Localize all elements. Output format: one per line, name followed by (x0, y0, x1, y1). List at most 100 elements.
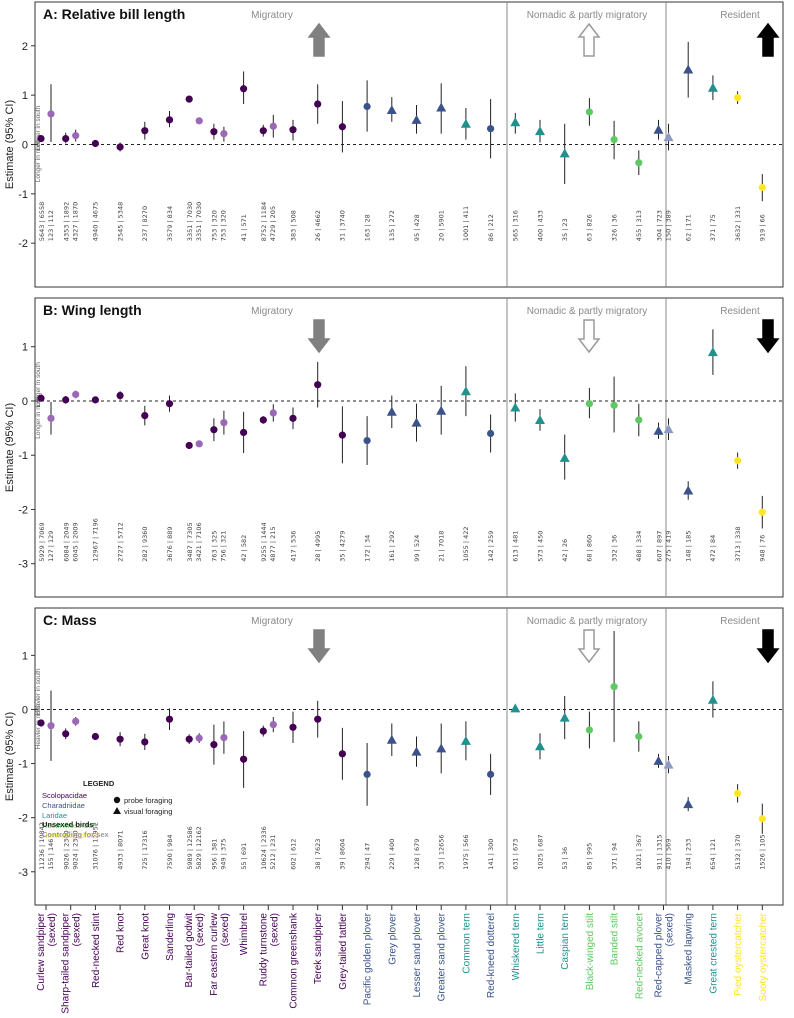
direction-arrow (577, 629, 601, 664)
sample-size-label: 565 | 316 (512, 210, 520, 241)
estimate-point (610, 683, 618, 691)
sample-size-label: 135 | 272 (388, 210, 396, 241)
species-label-line: Sooty oystercatcher (758, 912, 769, 1001)
species-label: Black-winged stilt (585, 913, 596, 990)
estimate-point (62, 134, 70, 143)
estimate-point (707, 694, 718, 704)
species-label-line: Whimbrel (239, 913, 250, 955)
species-label-line: Red-capped plover (654, 912, 665, 997)
estimate-point (195, 734, 203, 742)
species-label: Red-necked avocet (634, 913, 645, 999)
sample-size-label: 1975 | 566 (462, 834, 470, 869)
species-label-line: (sexed) (220, 913, 231, 946)
estimate-point (707, 82, 718, 92)
species-label-line: Black-winged stilt (585, 913, 596, 990)
y-tick-label: 0 (22, 704, 28, 716)
estimate-point (269, 721, 277, 729)
y-axis-label: Estimate (95% CI) (4, 712, 16, 801)
sample-size-label: 26 | 4662 (314, 210, 322, 241)
panel-title: B: Wing length (43, 302, 142, 318)
sample-size-label: 150 | 389 (664, 210, 672, 241)
sample-size-label: 573 | 450 (536, 531, 544, 562)
sample-size-label: 21 | 7018 (438, 531, 446, 562)
sample-size-label: 410 | 569 (664, 839, 672, 870)
sample-size-label: 38 | 7623 (314, 839, 322, 870)
estimate-point (635, 416, 643, 424)
estimate-point (510, 117, 521, 127)
estimate-point (116, 143, 124, 151)
estimate-point (653, 755, 664, 765)
estimate-point (386, 406, 397, 416)
sample-size-label: 4729 | 205 (269, 206, 277, 241)
species-label-line: Great knot (140, 913, 151, 960)
sample-size-label: 949 | 375 (220, 839, 228, 870)
sample-size-label: 9026 | 2300 (63, 830, 71, 869)
sample-size-label: 31076 | 12952 (92, 822, 100, 870)
sample-size-label: 5212 | 231 (269, 834, 277, 869)
sample-size-label: 161 | 292 (388, 531, 396, 562)
panel-title: C: Mass (43, 612, 97, 628)
legend-unsexed: Unsexed birds (42, 820, 94, 829)
estimate-point (220, 733, 228, 742)
species-label-line: Masked lapwing (684, 913, 695, 985)
north-direction-label: Longer in north (35, 395, 42, 439)
sample-size-label: 194 | 233 (685, 839, 693, 870)
species-label: Common tern (461, 913, 472, 974)
sample-size-label: 753 | 320 (211, 210, 219, 241)
species-label-line: Red-kneed dotterel (486, 913, 497, 998)
sample-size-label: 472 | 84 (709, 535, 717, 562)
estimate-point (436, 405, 447, 415)
estimate-point (510, 703, 521, 713)
sample-size-label: 631 | 673 (512, 839, 520, 870)
sample-size-label: 371 | 94 (610, 843, 618, 870)
estimate-point (47, 414, 55, 422)
estimate-point (141, 127, 149, 135)
sample-size-label: 8752 | 1184 (260, 202, 268, 241)
estimate-point (663, 424, 674, 434)
species-label: Common greenshank (289, 912, 300, 1009)
estimate-point (314, 381, 322, 389)
sample-size-label: 3579 | 834 (166, 206, 174, 241)
estimate-point (185, 441, 193, 450)
estimate-point (62, 396, 70, 404)
sample-size-label: 20 | 5901 (438, 210, 446, 241)
estimate-point (460, 735, 471, 745)
estimate-point (72, 390, 80, 399)
estimate-point (734, 94, 742, 102)
sample-size-label: 155 | 146 (47, 839, 55, 870)
estimate-point (683, 64, 694, 74)
estimate-point (535, 126, 545, 136)
species-label: Curlew sandpiper(sexed) (36, 912, 58, 990)
species-label-line: Banded stilt (610, 913, 621, 965)
estimate-point (386, 734, 397, 744)
y-tick-label: -1 (18, 189, 28, 201)
group-label: Nomadic & partly migratory (527, 306, 648, 317)
estimate-point (585, 108, 594, 116)
estimate-point (758, 508, 766, 516)
sample-size-label: 725 | 17316 (141, 830, 149, 869)
estimate-point (259, 416, 267, 424)
estimate-point (259, 727, 267, 735)
group-label: Nomadic & partly migratory (527, 10, 648, 21)
estimate-point (436, 743, 447, 753)
estimate-point (559, 452, 570, 462)
sample-size-label: 9255 | 1444 (260, 522, 268, 561)
legend-family: Charadriidae (42, 801, 85, 810)
sample-size-label: 275 | 419 (664, 531, 672, 562)
sample-size-label: 63 | 826 (586, 214, 594, 241)
sample-size-label: 919 | 66 (759, 214, 767, 241)
estimate-point (240, 85, 248, 93)
estimate-point (559, 148, 570, 158)
estimate-point (487, 429, 495, 438)
sample-size-label: 5989 | 12586 (186, 826, 194, 870)
south-direction-label: Longer in south (35, 362, 42, 407)
species-label: Pied oystercatcher (733, 912, 744, 995)
sample-size-label: 332 | 36 (610, 535, 618, 562)
estimate-point (338, 123, 346, 131)
sample-size-label: 42 | 582 (240, 535, 248, 562)
sample-size-label: 2545 | 5348 (116, 202, 124, 241)
direction-arrow (756, 629, 780, 664)
estimate-point (707, 347, 718, 357)
species-label: Caspian tern (560, 913, 571, 970)
species-label: Whiskered tern (511, 913, 522, 980)
